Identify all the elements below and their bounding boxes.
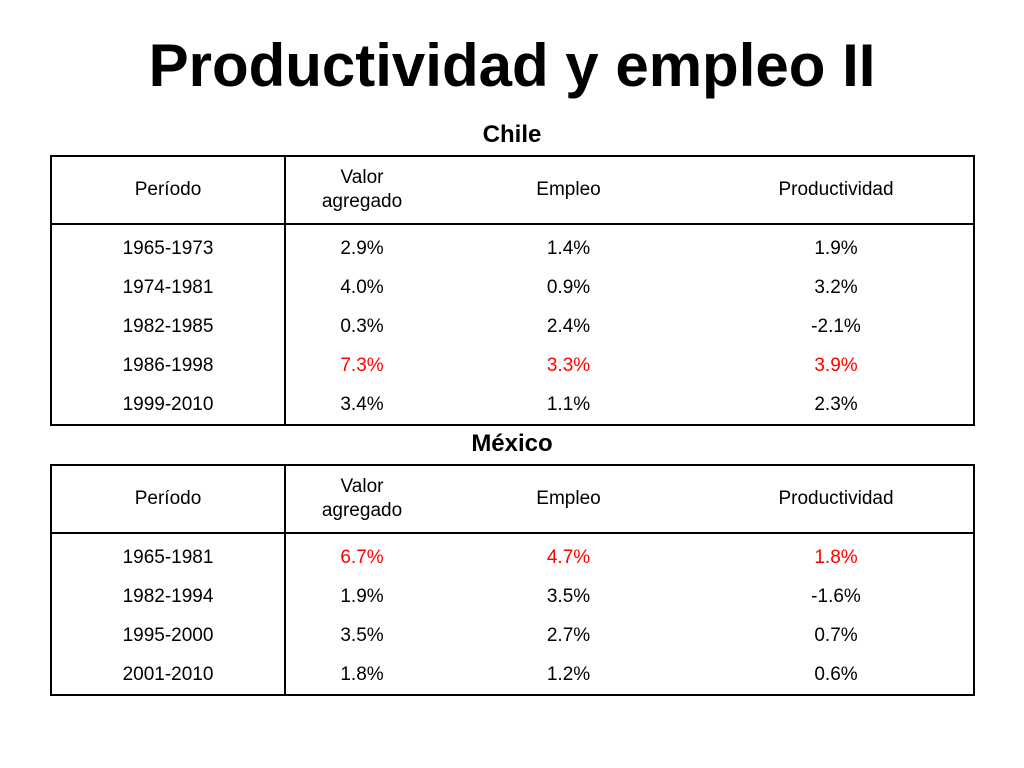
cell-valor: 1.8% [340,663,384,685]
cell-valor: 3.4% [340,393,384,415]
cell-periodo: 1999-2010 [51,385,286,425]
chile-header-row: Período Valor agregado Empleo Productivi… [51,156,974,225]
cell-valor: 6.7% [340,546,384,568]
cell-productividad: -1.6% [811,585,861,607]
cell-empleo: 4.7% [546,546,591,568]
table-row: 2001-2010 1.8% 1.2% 0.6% [51,655,974,695]
cell-valor: 2.9% [340,237,384,259]
cell-empleo: 3.5% [546,585,591,607]
cell-valor: 0.3% [340,315,384,337]
col-header-productividad: Productividad [699,156,974,225]
cell-valor: 1.9% [340,585,384,607]
cell-valor: 7.3% [340,354,384,376]
col-header-periodo: Período [51,465,286,534]
col-header-valor-agregado-text: Valor agregado [321,476,403,521]
table-row: 1965-1981 6.7% 4.7% 1.8% [51,533,974,577]
cell-periodo: 1965-1981 [51,533,286,577]
cell-periodo: 1982-1994 [51,577,286,616]
cell-periodo: 1982-1985 [51,307,286,346]
col-header-valor-agregado: Valor agregado [285,465,438,534]
cell-empleo: 2.4% [546,315,591,337]
col-header-periodo: Período [51,156,286,225]
cell-periodo: 2001-2010 [51,655,286,695]
col-header-productividad: Productividad [699,465,974,534]
cell-productividad: -2.1% [811,315,861,337]
cell-productividad: 0.6% [814,663,858,685]
cell-productividad: 3.9% [814,354,858,376]
cell-empleo: 1.4% [546,237,591,259]
cell-empleo: 3.3% [546,354,591,376]
chile-table-body: 1965-1973 2.9% 1.4% 1.9% 1974-1981 4.0% 0.9% 3.… [51,224,974,425]
cell-empleo: 1.1% [546,393,591,415]
cell-productividad: 1.8% [814,546,858,568]
mexico-header-row: Período Valor agregado Empleo Productivi… [51,465,974,534]
cell-empleo: 1.2% [546,663,591,685]
cell-productividad: 3.2% [814,276,858,298]
cell-valor: 3.5% [340,624,384,646]
col-header-empleo: Empleo [438,156,699,225]
cell-empleo: 2.7% [546,624,591,646]
col-header-valor-agregado: Valor agregado [285,156,438,225]
cell-periodo: 1974-1981 [51,268,286,307]
cell-productividad: 0.7% [814,624,858,646]
col-header-valor-agregado-text: Valor agregado [321,167,403,212]
cell-periodo: 1986-1998 [51,346,286,385]
cell-productividad: 2.3% [814,393,858,415]
chile-table: Período Valor agregado Empleo Productivi… [50,155,975,426]
cell-empleo: 0.9% [546,276,591,298]
mexico-table: Período Valor agregado Empleo Productivi… [50,464,975,696]
cell-productividad: 1.9% [814,237,858,259]
cell-periodo: 1965-1973 [51,224,286,268]
mexico-heading: México [471,430,553,457]
table-row: 1999-2010 3.4% 1.1% 2.3% [51,385,974,425]
chile-heading: Chile [482,121,542,148]
table-row: 1995-2000 3.5% 2.7% 0.7% [51,616,974,655]
table-row: 1982-1985 0.3% 2.4% -2.1% [51,307,974,346]
mexico-table-body: 1965-1981 6.7% 4.7% 1.8% 1982-1994 1.9% 3.5% -1… [51,533,974,695]
table-row: 1986-1998 7.3% 3.3% 3.9% [51,346,974,385]
table-row: 1965-1973 2.9% 1.4% 1.9% [51,224,974,268]
table-row: 1982-1994 1.9% 3.5% -1.6% [51,577,974,616]
page-title: Productividad y empleo II [148,32,876,99]
cell-valor: 4.0% [340,276,384,298]
cell-periodo: 1995-2000 [51,616,286,655]
table-row: 1974-1981 4.0% 0.9% 3.2% [51,268,974,307]
col-header-empleo: Empleo [438,465,699,534]
